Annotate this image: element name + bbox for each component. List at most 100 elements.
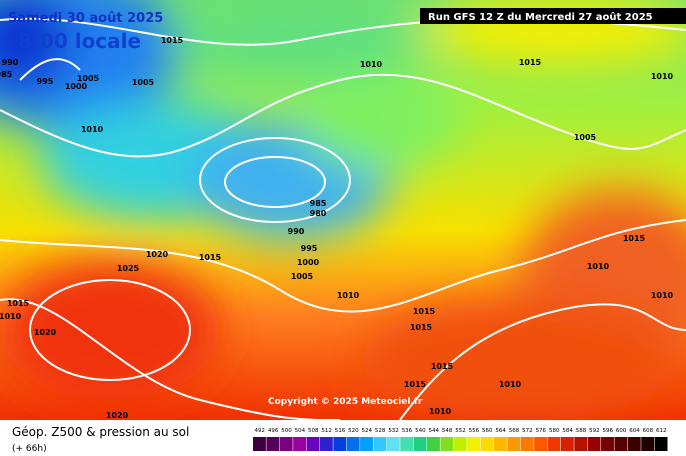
scale-swatch	[293, 437, 307, 451]
scale-label: 604	[629, 428, 640, 434]
isobar-label: 1005	[291, 272, 314, 281]
isobar-label: 995	[301, 244, 318, 253]
isobar-label: 1015	[623, 234, 646, 243]
scale-swatch	[319, 437, 333, 451]
scale-swatch	[440, 437, 454, 451]
scale-label: 608	[643, 428, 654, 434]
scale-label: 532	[388, 428, 399, 434]
scale-label: 568	[509, 428, 520, 434]
isobar-label: 990	[288, 227, 305, 236]
isobar-label: 1000	[297, 258, 320, 267]
scale-swatch	[520, 437, 534, 451]
isobars	[0, 17, 686, 421]
isobar-label: 1010	[360, 60, 383, 69]
scale-label: 596	[603, 428, 614, 434]
scale-label: 520	[348, 428, 359, 434]
isobar-label: 1010	[651, 291, 674, 300]
scale-swatch	[400, 437, 414, 451]
isobar-label: 1015	[199, 253, 222, 262]
scale-swatch	[386, 437, 400, 451]
scale-label: 612	[656, 428, 667, 434]
isobar-label: 1020	[34, 328, 57, 337]
scale-label: 492	[254, 428, 265, 434]
isobar-label: 990	[2, 58, 19, 67]
scale-swatch	[627, 437, 641, 451]
scale-swatch	[574, 437, 588, 451]
scale-label: 516	[335, 428, 346, 434]
field	[0, 0, 686, 420]
scale-swatch	[346, 437, 360, 451]
scale-label: 536	[402, 428, 413, 434]
scale-label: 572	[522, 428, 533, 434]
scale-swatch	[333, 437, 347, 451]
scale-label: 576	[536, 428, 547, 434]
scale-label: 548	[442, 428, 453, 434]
scale-swatch	[654, 437, 668, 451]
isobar-label: 1025	[117, 264, 140, 273]
isobar-label: 1010	[499, 380, 522, 389]
scale-label: 544	[428, 428, 439, 434]
isobar-label: 1015	[404, 380, 427, 389]
isobar-label: 1015	[410, 323, 433, 332]
scale-swatch	[534, 437, 548, 451]
scale-swatch	[413, 437, 427, 451]
time-label: 8:00 locale	[18, 29, 141, 53]
isobar-label: 1020	[146, 250, 169, 259]
scale-label: 496	[268, 428, 279, 434]
isobar-label: 1010	[337, 291, 360, 300]
scale-label: 588	[576, 428, 587, 434]
isobar-label: 1020	[106, 411, 129, 420]
isobar-label: 1005	[132, 78, 155, 87]
scale-swatch	[641, 437, 655, 451]
isobar-label: 1015	[161, 36, 184, 45]
scale-swatch	[547, 437, 561, 451]
scale-swatch	[507, 437, 521, 451]
isobar-labels: 1015101010151010990985995100010051005101…	[0, 36, 674, 420]
scale-swatch	[279, 437, 293, 451]
copyright: Copyright © 2025 Meteociel.fr	[268, 397, 423, 407]
date-label: Samedi 30 août 2025	[8, 11, 163, 26]
isobar-label: 995	[37, 77, 54, 86]
scale-swatch	[587, 437, 601, 451]
scale-label: 540	[415, 428, 426, 434]
scale-swatch	[560, 437, 574, 451]
isobar-label: 1010	[651, 72, 674, 81]
scale-swatch	[601, 437, 614, 451]
footer-title: Géop. Z500 & pression au sol	[12, 425, 189, 439]
scale-label: 512	[321, 428, 332, 434]
scale-swatch	[453, 437, 467, 451]
isobar-label: 985	[310, 199, 327, 208]
scale-swatch	[373, 437, 387, 451]
isobar-label: 1010	[429, 407, 452, 416]
isobar-label: 1010	[0, 312, 22, 321]
scale-swatch	[306, 437, 320, 451]
scale-swatch	[493, 437, 507, 451]
scale-label: 528	[375, 428, 386, 434]
scale-label: 500	[281, 428, 292, 434]
scale-swatch	[360, 437, 373, 451]
scale-label: 504	[295, 428, 306, 434]
isobar-label: 1005	[77, 74, 100, 83]
scale-label: 584	[562, 428, 573, 434]
color-scale: 492 496 500 504 508 512 516 520 524 528 532 536 540 5…	[253, 428, 668, 451]
scale-swatch	[614, 437, 628, 451]
isobar-label: 1000	[65, 82, 88, 91]
isobar-label: 1015	[413, 307, 436, 316]
isobar-label: 1005	[574, 133, 597, 142]
scale-swatch	[427, 437, 440, 451]
run-box	[420, 8, 686, 24]
scale-swatch	[253, 437, 266, 451]
isobar-label: 980	[310, 209, 327, 218]
scale-label: 556	[469, 428, 480, 434]
run-label: Run GFS 12 Z du Mercredi 27 août 2025	[428, 11, 653, 23]
isobar-label: 1010	[81, 125, 104, 134]
scale-label: 508	[308, 428, 319, 434]
scale-label: 600	[616, 428, 627, 434]
scale-swatch	[480, 437, 494, 451]
scale-label: 564	[495, 428, 506, 434]
scale-label: 552	[455, 428, 466, 434]
isobar-label: 1015	[7, 299, 30, 308]
scale-label: 560	[482, 428, 493, 434]
isobar-label: 1015	[519, 58, 542, 67]
scale-label: 592	[589, 428, 600, 434]
